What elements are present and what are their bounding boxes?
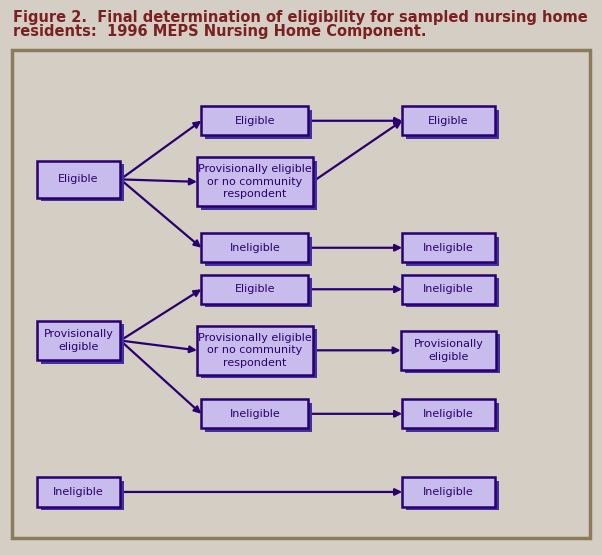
FancyBboxPatch shape: [37, 321, 120, 360]
FancyBboxPatch shape: [201, 233, 308, 263]
FancyBboxPatch shape: [405, 334, 500, 374]
FancyBboxPatch shape: [406, 278, 498, 307]
FancyBboxPatch shape: [37, 161, 120, 198]
FancyBboxPatch shape: [402, 233, 495, 263]
FancyBboxPatch shape: [41, 481, 125, 510]
FancyBboxPatch shape: [197, 158, 312, 206]
FancyBboxPatch shape: [406, 481, 498, 510]
Text: Provisionally eligible
or no community
respondent: Provisionally eligible or no community r…: [198, 164, 312, 199]
Text: Eligible: Eligible: [235, 284, 275, 294]
FancyBboxPatch shape: [205, 109, 312, 139]
Text: residents:  1996 MEPS Nursing Home Component.: residents: 1996 MEPS Nursing Home Compon…: [13, 24, 427, 39]
Text: Ineligible: Ineligible: [423, 243, 474, 253]
FancyBboxPatch shape: [201, 161, 317, 210]
Text: Ineligible: Ineligible: [53, 487, 104, 497]
FancyBboxPatch shape: [402, 106, 495, 135]
Text: Ineligible: Ineligible: [423, 487, 474, 497]
Text: Eligible: Eligible: [428, 116, 468, 126]
FancyBboxPatch shape: [37, 477, 120, 507]
FancyBboxPatch shape: [197, 326, 312, 375]
FancyBboxPatch shape: [205, 402, 312, 432]
FancyBboxPatch shape: [406, 236, 498, 266]
FancyBboxPatch shape: [402, 477, 495, 507]
FancyBboxPatch shape: [402, 399, 495, 428]
FancyBboxPatch shape: [205, 278, 312, 307]
Text: Figure 2.  Final determination of eligibility for sampled nursing home: Figure 2. Final determination of eligibi…: [13, 10, 588, 25]
Text: Provisionally
eligible: Provisionally eligible: [414, 339, 483, 361]
FancyBboxPatch shape: [201, 275, 308, 304]
FancyBboxPatch shape: [401, 331, 496, 370]
FancyBboxPatch shape: [41, 325, 125, 364]
Text: Ineligible: Ineligible: [229, 243, 280, 253]
FancyBboxPatch shape: [201, 399, 308, 428]
Text: Provisionally
eligible: Provisionally eligible: [43, 329, 113, 352]
Text: Ineligible: Ineligible: [229, 409, 280, 419]
FancyBboxPatch shape: [201, 329, 317, 378]
FancyBboxPatch shape: [402, 275, 495, 304]
FancyBboxPatch shape: [406, 109, 498, 139]
Text: Eligible: Eligible: [235, 116, 275, 126]
FancyBboxPatch shape: [205, 236, 312, 266]
Text: Ineligible: Ineligible: [423, 409, 474, 419]
Text: Ineligible: Ineligible: [423, 284, 474, 294]
FancyBboxPatch shape: [41, 164, 125, 201]
Text: Eligible: Eligible: [58, 174, 99, 184]
FancyBboxPatch shape: [201, 106, 308, 135]
Text: Provisionally eligible
or no community
respondent: Provisionally eligible or no community r…: [198, 333, 312, 368]
FancyBboxPatch shape: [406, 402, 498, 432]
